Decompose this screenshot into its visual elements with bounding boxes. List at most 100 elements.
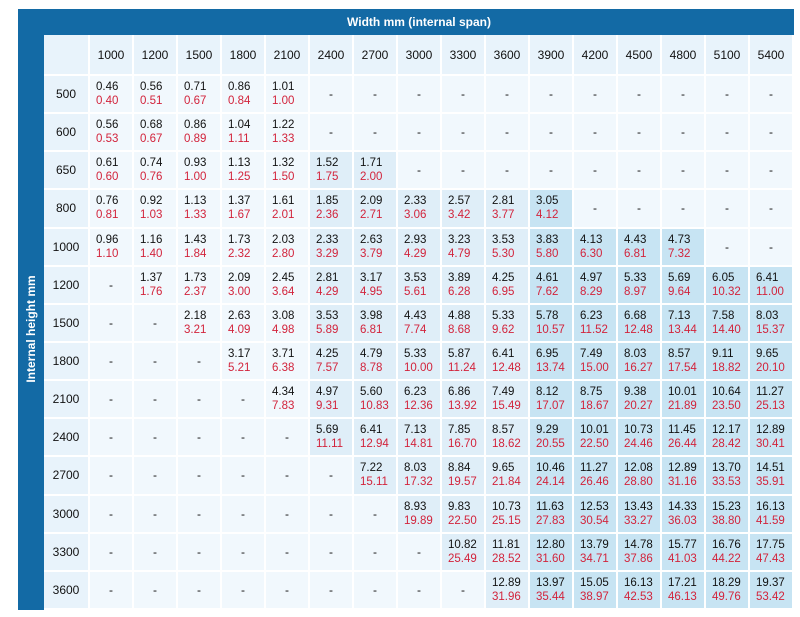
value-secondary: 18.67 xyxy=(580,400,609,413)
value-secondary: 1.03 xyxy=(140,209,163,222)
table-cell-empty: - xyxy=(310,457,354,496)
table-cell: 11.27 25.13 xyxy=(750,381,794,420)
side-header-label: Internal height mm xyxy=(24,275,38,383)
table-cell-empty: - xyxy=(266,419,310,458)
value-primary: 10.73 xyxy=(624,424,653,437)
value-secondary: 44.22 xyxy=(712,552,741,565)
table-cell: 9.11 18.82 xyxy=(706,343,750,382)
table-cell-empty: - xyxy=(398,114,442,153)
table-cell: 13.70 33.53 xyxy=(706,457,750,496)
value-primary: 8.03 xyxy=(404,462,427,475)
value-primary: 1.43 xyxy=(184,233,207,246)
table-cell-empty: - xyxy=(178,343,222,382)
table-cell-empty: - xyxy=(442,152,486,191)
value-secondary: 3.06 xyxy=(404,209,427,222)
row-header: 600 xyxy=(44,114,90,153)
value-secondary: 2.00 xyxy=(360,171,383,184)
value-secondary: 7.62 xyxy=(536,285,559,298)
table-cell-empty: - xyxy=(750,228,794,267)
table-cell: 4.61 7.62 xyxy=(530,266,574,305)
value-secondary: 5.21 xyxy=(228,362,251,375)
table-cell-empty: - xyxy=(310,76,354,115)
value-primary: 12.17 xyxy=(712,424,741,437)
table-cell: 0.86 0.84 xyxy=(222,76,266,115)
table-cell-empty: - xyxy=(574,190,618,229)
value-secondary: 3.42 xyxy=(448,209,471,222)
column-header: 1800 xyxy=(222,35,266,76)
table-cell-empty: - xyxy=(706,114,750,153)
table-cell-empty: - xyxy=(750,114,794,153)
value-secondary: 0.81 xyxy=(96,209,119,222)
table-cell: 12.80 31.60 xyxy=(530,533,574,572)
value-primary: 13.79 xyxy=(580,538,609,551)
table-cell-empty: - xyxy=(706,228,750,267)
value-secondary: 3.21 xyxy=(184,323,207,336)
value-secondary: 4.29 xyxy=(404,247,427,260)
value-primary: 3.83 xyxy=(536,233,559,246)
value-secondary: 10.00 xyxy=(404,362,433,375)
value-secondary: 31.96 xyxy=(492,590,521,603)
value-secondary: 2.32 xyxy=(228,247,251,260)
value-secondary: 3.79 xyxy=(360,247,383,260)
value-secondary: 31.60 xyxy=(536,552,565,565)
value-primary: 4.13 xyxy=(580,233,603,246)
value-primary: 6.41 xyxy=(492,348,515,361)
value-secondary: 4.29 xyxy=(316,285,339,298)
column-header: 5400 xyxy=(750,35,794,76)
side-header: Internal height mm xyxy=(18,9,44,610)
value-primary: 4.73 xyxy=(668,233,691,246)
value-secondary: 1.67 xyxy=(228,209,251,222)
value-primary: 0.86 xyxy=(184,119,207,132)
table-cell-empty: - xyxy=(618,190,662,229)
value-primary: 10.73 xyxy=(492,500,521,513)
value-secondary: 6.95 xyxy=(492,285,515,298)
value-primary: 4.25 xyxy=(492,271,515,284)
value-secondary: 1.33 xyxy=(272,133,295,146)
row-header: 650 xyxy=(44,152,90,191)
table-cell-empty: - xyxy=(90,266,134,305)
value-secondary: 12.36 xyxy=(404,400,433,413)
value-primary: 0.46 xyxy=(96,81,119,94)
table-cell: 3.53 5.30 xyxy=(486,228,530,267)
value-primary: 6.95 xyxy=(536,348,559,361)
row-header: 500 xyxy=(44,76,90,115)
table-cell-empty: - xyxy=(442,571,486,610)
value-primary: 11.45 xyxy=(668,424,696,437)
value-secondary: 25.15 xyxy=(492,514,521,527)
table-cell-empty: - xyxy=(442,76,486,115)
value-secondary: 2.36 xyxy=(316,209,339,222)
value-primary: 6.41 xyxy=(360,424,383,437)
value-secondary: 34.71 xyxy=(580,552,609,565)
value-primary: 14.51 xyxy=(756,462,785,475)
value-secondary: 2.01 xyxy=(272,209,295,222)
table-cell: 1.22 1.33 xyxy=(266,114,310,153)
value-secondary: 28.42 xyxy=(712,438,741,451)
column-header: 1500 xyxy=(178,35,222,76)
value-secondary: 0.84 xyxy=(228,95,251,108)
table-cell-empty: - xyxy=(354,533,398,572)
value-secondary: 8.29 xyxy=(580,285,603,298)
value-primary: 2.33 xyxy=(404,195,427,208)
value-primary: 5.69 xyxy=(668,271,691,284)
table-cell-empty: - xyxy=(222,571,266,610)
value-secondary: 23.50 xyxy=(712,400,741,413)
table-cell-empty: - xyxy=(266,571,310,610)
table-cell: 16.13 41.59 xyxy=(750,495,794,534)
value-secondary: 24.14 xyxy=(536,476,565,489)
value-secondary: 4.98 xyxy=(272,323,295,336)
table-cell-empty: - xyxy=(222,533,266,572)
table-cell-empty: - xyxy=(178,533,222,572)
table-cell: 4.43 7.74 xyxy=(398,304,442,343)
value-secondary: 7.32 xyxy=(668,247,691,260)
table-cell-empty: - xyxy=(574,114,618,153)
table-cell: 8.93 19.89 xyxy=(398,495,442,534)
value-primary: 1.37 xyxy=(228,195,251,208)
value-primary: 5.78 xyxy=(536,309,559,322)
value-secondary: 6.81 xyxy=(360,323,383,336)
table-cell: 5.33 9.62 xyxy=(486,304,530,343)
value-primary: 12.89 xyxy=(668,462,697,475)
value-primary: 6.41 xyxy=(756,271,779,284)
table-cell: 9.65 20.10 xyxy=(750,343,794,382)
value-primary: 2.45 xyxy=(272,271,295,284)
table-cell-empty: - xyxy=(134,533,178,572)
